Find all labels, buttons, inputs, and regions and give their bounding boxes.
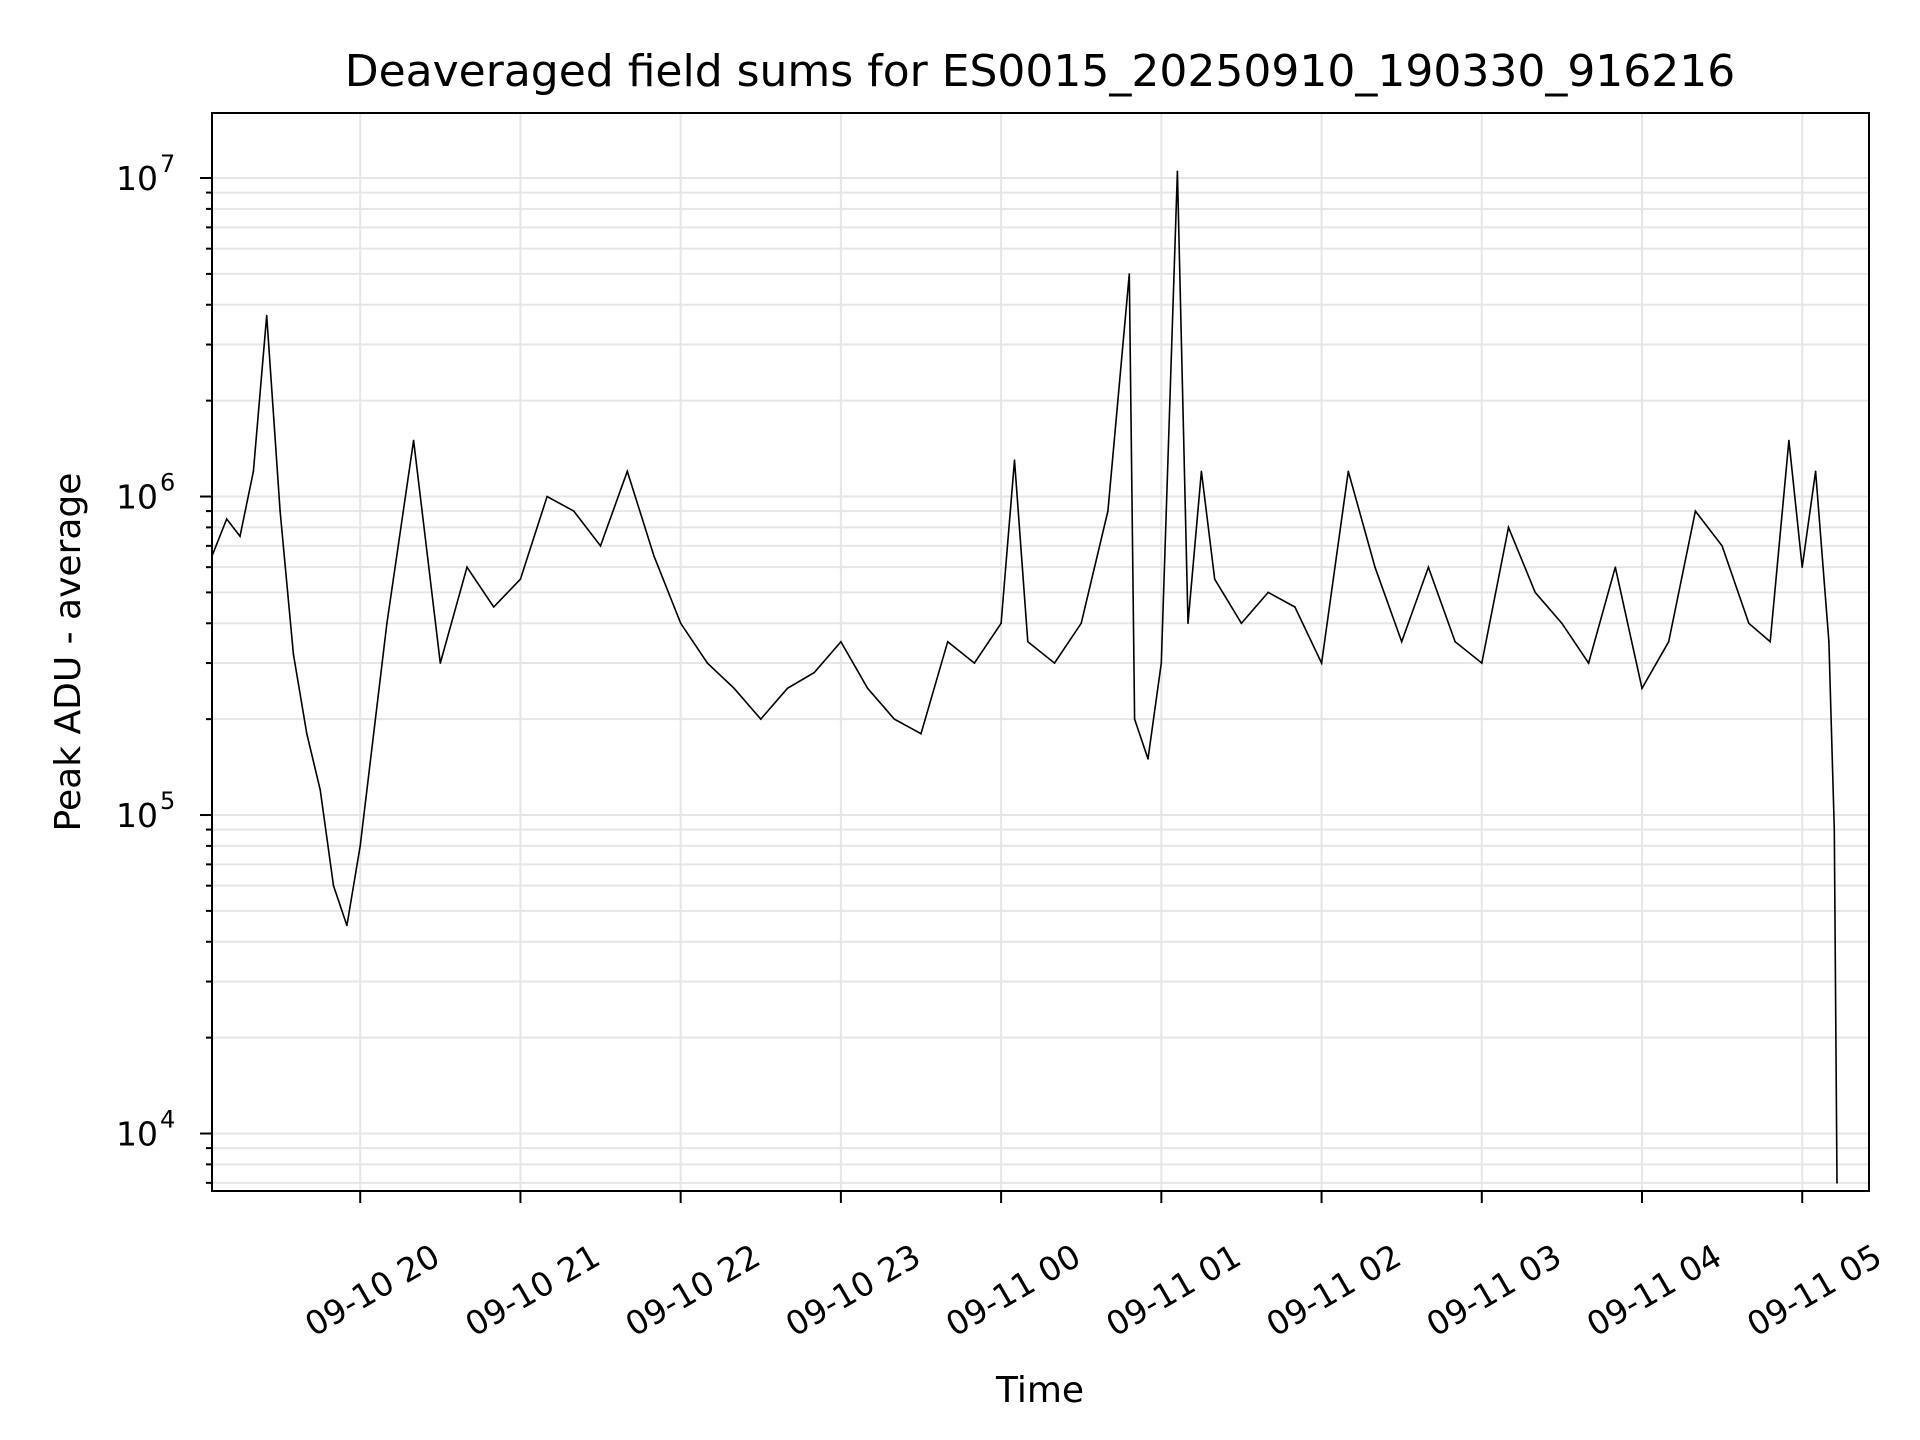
data-point [546,495,548,498]
data-point [1027,640,1029,643]
data-point [706,662,709,664]
data-point [1107,510,1109,512]
data-point [1347,470,1350,473]
data-point [1000,622,1002,625]
data-point [519,578,522,580]
data-point [1828,640,1830,643]
data-point [840,640,842,643]
y-tick-label: 10 [116,159,158,198]
grid-lines [212,113,1869,1191]
y-tick-exponent: 6 [160,469,175,497]
data-point [573,510,575,512]
y-tick-label: 10 [116,796,158,835]
data-point [1454,640,1456,643]
data-point [1836,1182,1838,1184]
series-line [211,171,1838,1183]
data-point [1128,273,1131,275]
data-point [1788,439,1790,442]
data-point [1053,662,1056,664]
data-point [813,671,815,674]
data-point [1200,470,1203,473]
data-point [346,924,348,927]
data-point [225,518,228,520]
data-point [279,510,281,512]
data-series [211,170,1838,1184]
y-tick-exponent: 4 [160,1106,175,1134]
y-tick-label: 10 [116,1115,158,1154]
data-point [306,732,308,735]
chart-title: Deaveraged field sums for ES0015_2025091… [345,46,1736,97]
data-point [1294,606,1296,608]
data-point [252,470,255,473]
y-tick-label: 10 [116,478,158,517]
data-point [626,470,629,473]
data-point [386,622,388,625]
data-point [920,732,922,735]
data-point [1147,758,1149,760]
data-point [1176,170,1179,173]
y-tick-exponent: 5 [160,787,175,815]
data-point [1374,566,1376,568]
data-point [1160,662,1163,664]
data-point [1240,622,1243,625]
data-point [733,687,735,690]
data-point [1187,622,1189,625]
data-point [1080,622,1082,625]
data-point [1833,828,1836,831]
data-point [1481,662,1483,664]
data-point [973,662,976,664]
data-point [1320,662,1323,664]
y-tick-exponent: 7 [160,150,175,178]
data-point [653,555,655,557]
data-point [893,718,896,720]
data-point [1801,566,1803,568]
data-point [786,687,789,690]
data-point [1013,459,1016,462]
data-point [1561,622,1563,625]
data-point [1507,526,1510,529]
data-point [1748,622,1750,625]
data-point [466,566,468,568]
plot-frame [211,112,1870,1192]
data-point [1667,640,1670,643]
data-point [1694,510,1697,512]
data-point [760,718,762,720]
data-point [679,622,682,625]
y-axis-label: Peak ADU - average [48,473,89,832]
data-point [1267,591,1269,594]
data-point [265,314,268,317]
data-point [292,653,295,655]
x-axis-label: Time [995,1370,1084,1411]
data-point [439,662,442,664]
data-point [1587,662,1590,664]
data-point [1133,718,1136,720]
data-point [359,845,362,847]
data-point [332,884,335,887]
data-point [1641,687,1643,690]
data-point [412,439,415,442]
data-point [866,687,869,690]
data-point [239,535,241,538]
data-point [1427,566,1430,568]
data-point [319,789,322,791]
data-point [1614,566,1617,568]
data-point [599,545,602,547]
data-point [1400,640,1403,643]
data-point [1213,578,1216,580]
data-point [492,606,495,608]
data-point [1769,640,1771,643]
data-point [1534,591,1536,594]
data-point [1814,470,1817,473]
data-point [1721,545,1723,547]
data-point [946,640,949,643]
